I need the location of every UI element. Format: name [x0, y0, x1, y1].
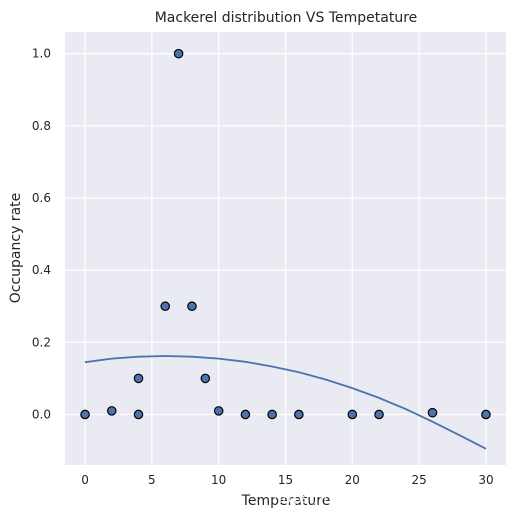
data-point [187, 301, 197, 312]
data-point [240, 409, 251, 420]
data-point [133, 409, 144, 420]
data-point [481, 409, 491, 420]
watermark: https://blog.csdn.net/PRINCE2327 [273, 491, 510, 507]
chart-title: Mackerel distribution VS Tempetature [155, 10, 418, 26]
data-point [173, 48, 184, 59]
x-tick-label: 15 [278, 473, 293, 487]
y-tick-label: 0.4 [32, 263, 51, 277]
y-tick-label: 1.0 [32, 47, 51, 61]
x-tick-label: 5 [148, 473, 156, 487]
data-point [213, 406, 224, 416]
tick-labels: 0 5 10 15 20 25 30 0.0 0.2 0.4 0.6 0.8 1.0 [32, 47, 494, 487]
scatter-points [80, 48, 491, 420]
data-point [160, 301, 171, 312]
fit-line [84, 355, 487, 450]
data-point [267, 409, 277, 420]
x-tick-label: 30 [478, 473, 493, 487]
data-point [133, 373, 144, 384]
x-tick-label: 20 [345, 473, 360, 487]
y-tick-label: 0.8 [32, 119, 51, 133]
data-point [106, 406, 117, 416]
data-point [374, 409, 384, 420]
x-tick-label: 10 [211, 473, 226, 487]
y-tick-label: 0.6 [32, 191, 51, 205]
data-point [347, 409, 358, 420]
data-point [80, 409, 90, 420]
x-tick-label: 0 [81, 473, 89, 487]
y-tick-label: 0.0 [32, 407, 51, 421]
data-point [294, 409, 304, 420]
y-tick-label: 0.2 [32, 335, 51, 349]
data-point [200, 373, 211, 384]
x-tick-label: 25 [411, 473, 426, 487]
data-point [427, 407, 438, 418]
y-axis-label: Occupancy rate [8, 193, 24, 304]
x-axis-label: Temperature [241, 493, 331, 509]
